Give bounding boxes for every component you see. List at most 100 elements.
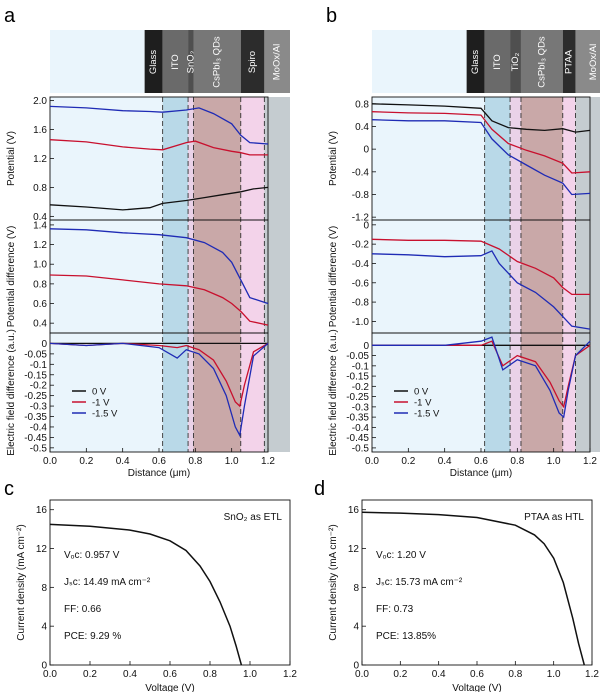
layer-block (144, 30, 163, 93)
metric-label: Vₒc: 1.20 V (376, 550, 426, 561)
x-tick-label: 1.0 (547, 456, 561, 467)
series-line (371, 111, 591, 174)
y-tick-label: 0.4 (33, 212, 47, 223)
layer-label: CsPbI₃ QDs (536, 36, 547, 88)
y-tick-label: 0.8 (355, 99, 369, 110)
x-tick-label: 0.8 (510, 456, 524, 467)
x-tick-label: 0.2 (83, 669, 97, 680)
y-axis-label: Current density (mA cm⁻²) (16, 524, 27, 640)
y-tick-label: -0.05 (24, 349, 47, 360)
x-tick-label: 1.2 (261, 456, 275, 467)
y-tick-label: 4 (41, 622, 47, 633)
y-tick-label: 0.4 (33, 319, 47, 330)
panel-d: d 0.0 0.2 0.4 0.6 0.8 1.0 1.2 0 4 8 12 16 Voltage (V)… (314, 478, 599, 692)
y-tick-label: 0 (363, 220, 369, 231)
layer-label: MoOx/Al (272, 44, 283, 80)
series-line (371, 119, 591, 196)
region-electrode (264, 97, 290, 452)
y-tick-label: -0.4 (352, 259, 370, 270)
metric-label: Jₛc: 15.73 mA cm⁻² (376, 577, 463, 588)
y-tick-label: -0.45 (24, 433, 47, 444)
region-etl (510, 97, 521, 452)
layer-label: Glass (470, 50, 481, 75)
y-tick-label: -0.25 (346, 392, 369, 403)
y-tick-label: -0.4 (352, 167, 370, 178)
legend-entry: -1 V (414, 398, 432, 409)
series-line (371, 250, 591, 330)
x-tick-label: 0.2 (79, 456, 93, 467)
y-axis-label: Potential (V) (328, 131, 339, 186)
layer-block (575, 30, 600, 93)
x-tick-label: 0.0 (355, 669, 369, 680)
series-line (49, 274, 269, 326)
y-tick-label: 1.2 (33, 154, 47, 165)
y-tick-label: 1.4 (33, 220, 47, 231)
x-tick-label: 0.8 (188, 456, 202, 467)
panel-b: b Glass ITO TiO₂ CsPbI₃ QDs PTAA MoOx/Al 0.8 0.4… (326, 5, 600, 479)
layer-label: Spiro (247, 51, 258, 73)
x-axis-label: Distance (μm) (128, 468, 190, 479)
y-tick-label: -0.8 (352, 190, 370, 201)
y-tick-label: -0.2 (352, 240, 370, 251)
x-tick-label: 0.4 (438, 456, 452, 467)
y-tick-label: -0.3 (30, 402, 48, 413)
region-htl (562, 97, 576, 452)
x-tick-label: 0.4 (116, 456, 130, 467)
panel-c: c 0.0 0.2 0.4 0.6 0.8 1.0 1.2 0 4 8 12 16 Voltage (V)… (4, 478, 297, 692)
x-tick-label: 0.0 (43, 456, 57, 467)
y-tick-label: 16 (36, 505, 48, 516)
x-tick-label: 1.0 (547, 669, 561, 680)
y-tick-label: 4 (353, 622, 359, 633)
y-axis-label: Potential difference (V) (328, 226, 339, 328)
y-tick-label: 8 (41, 583, 47, 594)
region-ito (162, 97, 189, 452)
y-tick-label: 1.0 (33, 260, 47, 271)
layer-block (484, 30, 511, 93)
layer-label: Glass (148, 50, 159, 75)
x-axis-label: Voltage (V) (452, 683, 501, 692)
region-etl (188, 97, 194, 452)
legend-entry: -1 V (92, 398, 110, 409)
y-tick-label: 12 (348, 544, 360, 555)
y-tick-label: 0 (41, 339, 47, 350)
layer-label: TiO₂ (510, 52, 521, 71)
layer-label: ITO (170, 54, 181, 70)
strip-glass-background (50, 30, 145, 93)
layer-label: SnO₂ (185, 50, 196, 73)
y-axis-label: Electric field difference (a.u.) (328, 329, 339, 456)
x-tick-label: 0.0 (365, 456, 379, 467)
layer-block (466, 30, 485, 93)
y-tick-label: -0.35 (346, 413, 369, 424)
y-tick-label: -0.05 (346, 351, 369, 362)
layer-label: CsPbI₃ QDs (212, 36, 223, 88)
layer-block (510, 30, 521, 93)
metric-label: PCE: 9.29 % (64, 631, 121, 642)
x-tick-label: 0.2 (401, 456, 415, 467)
series-line (49, 105, 269, 145)
x-tick-label: 0.8 (203, 669, 217, 680)
y-tick-label: -0.45 (346, 433, 369, 444)
series-line (371, 103, 591, 133)
y-tick-label: 1.2 (33, 240, 47, 251)
x-tick-label: 0.2 (393, 669, 407, 680)
panel-a: a Glass ITO SnO₂ CsPbI₃ QDs Spiro MoOx/Al 0.4 0.… (4, 5, 290, 479)
y-tick-label: 0 (363, 145, 369, 156)
layer-block (264, 30, 290, 93)
y-tick-label: -0.5 (30, 443, 48, 454)
y-tick-label: -0.25 (24, 391, 47, 402)
x-tick-label: 1.2 (583, 456, 597, 467)
layer-block (562, 30, 576, 93)
series-line (49, 186, 269, 211)
x-axis-label: Voltage (V) (145, 683, 194, 692)
y-tick-label: -0.2 (30, 381, 48, 392)
layer-block (162, 30, 189, 93)
region-glass (50, 97, 163, 452)
x-tick-label: 1.2 (283, 669, 297, 680)
region-glass (372, 97, 485, 452)
x-tick-label: 0.6 (474, 456, 488, 467)
legend-entry: -1.5 V (414, 409, 440, 420)
legend-entry: 0 V (92, 387, 107, 398)
metric-label: Jₛc: 14.49 mA cm⁻² (64, 577, 151, 588)
y-tick-label: 2.0 (33, 96, 47, 107)
